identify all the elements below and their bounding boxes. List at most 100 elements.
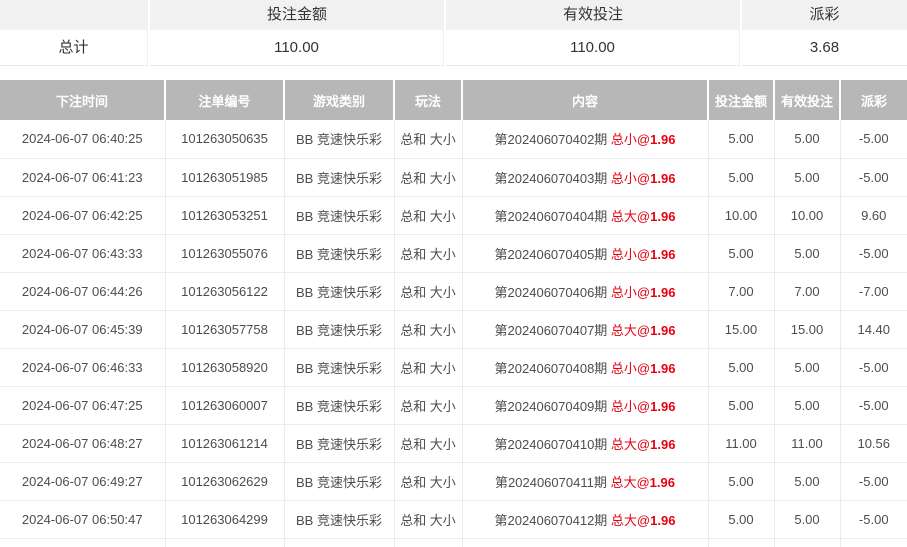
content-pick: 总大@ <box>610 322 651 338</box>
cell-order-id: 101263056122 <box>165 272 285 311</box>
cell-game-type: BB 竞速快乐彩 <box>284 158 395 197</box>
cell-order-id: 101263057758 <box>165 310 285 349</box>
content-pick: 总小@ <box>610 170 651 186</box>
cell-play-method: 总和 大小 <box>394 386 463 425</box>
cell-content: 第202406070410期 总大@1.96 <box>462 424 709 463</box>
cell-payout: -5.00 <box>840 500 907 539</box>
bet-records-table: 下注时间 注单编号 游戏类别 玩法 内容 投注金额 有效投注 派彩 2024-0… <box>0 80 907 547</box>
col-header-order-id: 注单编号 <box>165 80 285 120</box>
content-pick: 总大@ <box>610 208 651 224</box>
cell-play-method: 总和 大小 <box>394 120 463 159</box>
cell-valid-bet: 5.00 <box>774 462 841 501</box>
cell-content: 第202406070408期 总小@1.96 <box>462 348 709 387</box>
table-row: 2024-06-07 06:48:27 101263061214 BB 竞速快乐彩总… <box>0 424 907 463</box>
summary-total-row: 总计 110.00 110.00 3.68 <box>0 30 907 66</box>
cell-payout: 9.60 <box>840 196 907 235</box>
cell-bet-amount: 5.00 <box>708 500 775 539</box>
cell-game-type: BB 竞速快乐彩 <box>284 272 395 311</box>
cell-bet-time: 2024-06-07 06:44:26 <box>0 272 166 311</box>
col-header-play-method: 玩法 <box>394 80 463 120</box>
cell-content: 第202406070402期 总小@1.96 <box>462 120 709 159</box>
cell-content: 第202406070412期 总大@1.96 <box>462 500 709 539</box>
content-period: 第202406070410期 <box>494 436 611 452</box>
table-row: 2024-06-07 06:46:33 101263058920 BB 竞速快乐彩总… <box>0 348 907 387</box>
content-period: 第202406070404期 <box>494 208 611 224</box>
cell-bet-amount: 11.00 <box>708 424 775 463</box>
cell-bet-time: 2024-06-07 06:46:33 <box>0 348 166 387</box>
content-odds: 1.96 <box>650 284 676 300</box>
cell-valid-bet: 5.00 <box>774 386 841 425</box>
cell-content: 第202406070407期 总大@1.96 <box>462 310 709 349</box>
cell-game-type: BB 竞速快乐彩 <box>284 424 395 463</box>
cell-valid-bet: 5.00 <box>774 158 841 197</box>
cell-play-method: 总和 大小 <box>394 424 463 463</box>
cell-content: 第202406070411期 总大@1.96 <box>462 462 709 501</box>
content-pick: 总小@ <box>610 360 651 376</box>
cell-valid-bet: 5.00 <box>774 348 841 387</box>
table-row: 2024-06-07 06:44:26 101263056122 BB 竞速快乐彩总… <box>0 272 907 311</box>
content-period: 第202406070409期 <box>494 398 611 414</box>
summary-col-payout: 派彩 <box>742 0 907 30</box>
cell-bet-amount: 15.00 <box>708 310 775 349</box>
content-period: 第202406070408期 <box>494 360 611 376</box>
cell-bet-time: 2024-06-07 06:43:33 <box>0 234 166 273</box>
table-row: 2024-06-07 06:41:23 101263051985 BB 竞速快乐彩总… <box>0 158 907 197</box>
col-header-payout: 派彩 <box>840 80 907 120</box>
cell-bet-amount: 7.00 <box>708 272 775 311</box>
cell-payout: -7.00 <box>840 272 907 311</box>
summary-total-bet-amount: 110.00 <box>150 30 444 66</box>
content-odds: 1.96 <box>650 170 676 186</box>
cell-bet-time: 2024-06-07 06:50:47 <box>0 500 166 539</box>
table-row: 2024-06-07 06:47:25 101263060007 BB 竞速快乐彩总… <box>0 386 907 425</box>
cell-order-id: 101263055076 <box>165 234 285 273</box>
cell-valid-bet: 10.00 <box>774 196 841 235</box>
cell-play-method: 总和 大小 <box>394 500 463 539</box>
summary-total-label: 总计 <box>0 30 148 66</box>
cell-bet-time: 2024-06-07 06:49:27 <box>0 462 166 501</box>
cell-content: 第202406070406期 总小@1.96 <box>462 272 709 311</box>
table-row: 2024-06-07 06:49:27 101263062629 BB 竞速快乐彩总… <box>0 462 907 501</box>
cell-valid-bet: 5.00 <box>774 120 841 159</box>
summary-header-row: 投注金额 有效投注 派彩 <box>0 0 907 30</box>
cell-valid-bet: 7.00 <box>774 272 841 311</box>
summary-total-valid-bet: 110.00 <box>446 30 740 66</box>
cell-empty <box>0 538 166 547</box>
cell-payout: 10.56 <box>840 424 907 463</box>
content-odds: 1.96 <box>650 398 676 414</box>
cell-empty <box>708 538 775 547</box>
cell-order-id: 101263061214 <box>165 424 285 463</box>
cell-payout: 14.40 <box>840 310 907 349</box>
cell-game-type: BB 竞速快乐彩 <box>284 234 395 273</box>
cell-game-type: BB 竞速快乐彩 <box>284 120 395 159</box>
cell-payout: -5.00 <box>840 234 907 273</box>
cell-play-method: 总和 大小 <box>394 234 463 273</box>
cell-empty <box>284 538 395 547</box>
cell-game-type: BB 竞速快乐彩 <box>284 310 395 349</box>
cell-order-id: 101263058920 <box>165 348 285 387</box>
content-odds: 1.96 <box>650 208 676 224</box>
table-row: 2024-06-07 06:40:25 101263050635 BB 竞速快乐彩总… <box>0 120 907 159</box>
cell-empty <box>840 538 907 547</box>
col-header-bet-time: 下注时间 <box>0 80 166 120</box>
cell-order-id: 101263060007 <box>165 386 285 425</box>
cell-content: 第202406070403期 总小@1.96 <box>462 158 709 197</box>
cell-valid-bet: 5.00 <box>774 234 841 273</box>
content-period: 第202406070405期 <box>494 246 611 262</box>
cell-payout: -5.00 <box>840 462 907 501</box>
content-period: 第202406070412期 <box>494 512 611 528</box>
cell-bet-amount: 10.00 <box>708 196 775 235</box>
content-pick: 总小@ <box>610 398 651 414</box>
content-odds: 1.96 <box>650 132 676 148</box>
cell-order-id: 101263064299 <box>165 500 285 539</box>
cell-empty <box>165 538 285 547</box>
cell-bet-amount: 5.00 <box>708 386 775 425</box>
cell-payout: -5.00 <box>840 158 907 197</box>
cell-bet-time: 2024-06-07 06:48:27 <box>0 424 166 463</box>
cell-game-type: BB 竞速快乐彩 <box>284 462 395 501</box>
summary-col-bet-amount: 投注金额 <box>150 0 444 30</box>
cell-play-method: 总和 大小 <box>394 348 463 387</box>
content-pick: 总大@ <box>610 436 651 452</box>
cell-payout: -5.00 <box>840 120 907 159</box>
table-row: 2024-06-07 06:50:47 101263064299 BB 竞速快乐彩总… <box>0 500 907 539</box>
content-period: 第202406070407期 <box>494 322 611 338</box>
